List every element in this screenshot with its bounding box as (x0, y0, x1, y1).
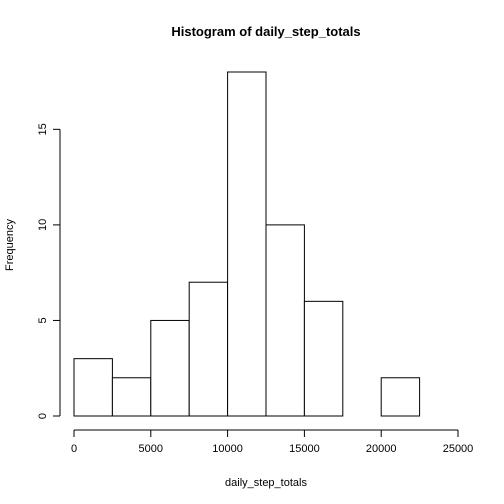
x-tick-label: 25000 (443, 443, 474, 455)
y-tick-label: 0 (37, 413, 49, 419)
x-axis: 0 5000 10000 15000 20000 25000 (71, 429, 474, 455)
x-tick-label: 5000 (139, 443, 163, 455)
histogram-bar (265, 224, 305, 417)
histogram-bar (150, 319, 190, 417)
histogram-bar (111, 377, 152, 417)
chart-title: Histogram of daily_step_totals (171, 24, 360, 39)
x-axis-label: daily_step_totals (225, 477, 307, 489)
y-tick-label: 15 (37, 123, 49, 135)
x-tick-label: 10000 (212, 443, 243, 455)
y-axis: 0 5 10 15 (37, 123, 61, 419)
histogram-bar (303, 300, 344, 417)
bars-group (73, 71, 421, 417)
histogram-bar (73, 358, 113, 417)
y-axis-label: Frequency (4, 219, 16, 271)
y-tick-label: 10 (37, 219, 49, 231)
histogram-bar (380, 377, 421, 417)
x-tick-label: 0 (71, 443, 77, 455)
histogram-bar (188, 281, 229, 417)
histogram-bar (227, 71, 267, 417)
x-tick-label: 20000 (366, 443, 397, 455)
x-tick-label: 15000 (289, 443, 320, 455)
y-tick-label: 5 (37, 317, 49, 323)
